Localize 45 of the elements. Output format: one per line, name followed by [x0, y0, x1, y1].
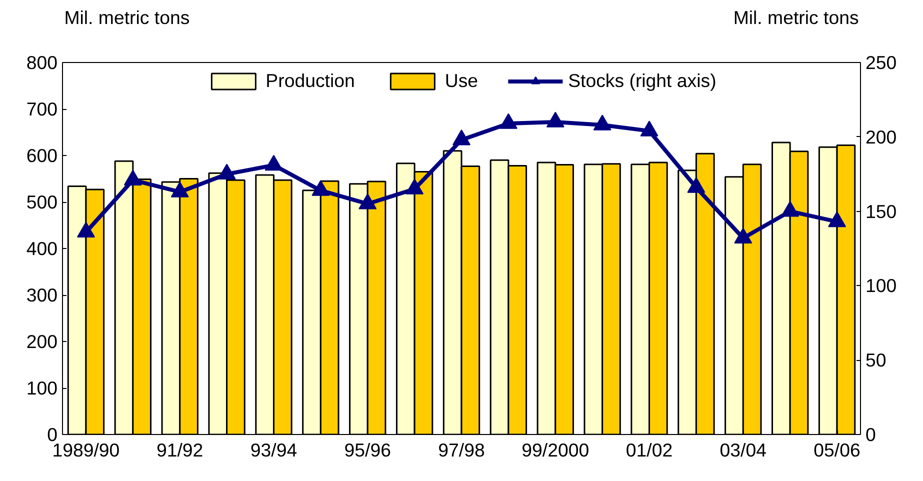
point	[640, 120, 658, 136]
point	[124, 170, 142, 186]
point	[781, 200, 800, 217]
point	[76, 222, 95, 238]
point	[687, 177, 706, 193]
legend-label: Production	[266, 70, 355, 92]
y2-tick-label: 250	[866, 52, 897, 73]
point	[312, 180, 330, 196]
point	[264, 154, 283, 171]
y2-tick-label: 50	[866, 350, 886, 371]
point	[170, 182, 189, 198]
x-tick-label: 91/92	[156, 440, 204, 460]
point	[218, 164, 236, 180]
y-tick-label: 400	[26, 238, 58, 259]
x-tick-label: 95/96	[344, 440, 391, 460]
y2-tick-label: 0	[866, 424, 876, 445]
y-tick-label: 700	[26, 98, 58, 120]
y-tick-label: 0	[47, 424, 58, 445]
point	[452, 130, 470, 146]
x-tick-label: 03/04	[720, 440, 766, 460]
y2-tick-label: 200	[866, 126, 897, 148]
y-tick-label: 200	[26, 331, 58, 352]
y2-axis-title: Mil. metric tons	[733, 7, 859, 28]
point	[734, 228, 752, 244]
point	[546, 112, 564, 128]
point	[593, 114, 612, 130]
legend-label: Stocks (right axis)	[568, 70, 716, 92]
y-tick-label: 500	[26, 192, 58, 212]
y-tick-label: 800	[26, 52, 58, 73]
x-tick-label: 93/94	[250, 440, 298, 460]
x-tick-label: 05/06	[814, 440, 860, 460]
x-tick-label: 01/02	[626, 440, 673, 460]
y2-tick-label: 100	[866, 275, 897, 296]
point	[358, 194, 377, 210]
y2-tick-label: 150	[866, 200, 897, 222]
x-tick-label: 97/98	[438, 440, 485, 460]
y-tick-label: 300	[26, 284, 58, 306]
point	[406, 178, 424, 194]
point	[499, 113, 518, 129]
y-tick-label: 100	[26, 378, 58, 398]
legend-label: Use	[444, 70, 478, 92]
point	[828, 211, 846, 228]
y-axis-title: Mil. metric tons	[64, 7, 190, 28]
x-tick-label: 99/2000	[522, 440, 590, 460]
y-tick-label: 600	[26, 145, 58, 166]
